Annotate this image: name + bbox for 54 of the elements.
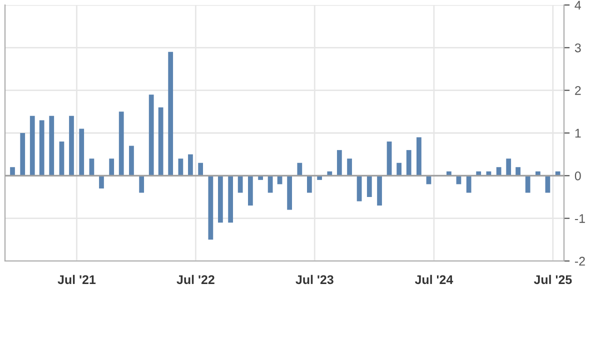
- y-tick-label: 4: [574, 0, 582, 10]
- x-tick-label: Jul '24: [414, 274, 454, 284]
- bar: [188, 154, 193, 176]
- bar: [406, 150, 412, 176]
- bar: [198, 162, 204, 176]
- bar: [377, 176, 382, 206]
- bar: [10, 167, 15, 176]
- y-tick-label: -1: [574, 214, 585, 223]
- bar: [366, 176, 372, 197]
- bar: [178, 158, 184, 176]
- bar: [356, 176, 362, 202]
- bar: [347, 158, 352, 176]
- bar: [59, 142, 64, 176]
- bar: [129, 146, 134, 176]
- bar: [525, 176, 530, 193]
- bar: [248, 176, 253, 206]
- y-tick-label: 3: [574, 43, 581, 52]
- bar: [297, 162, 302, 176]
- bar: [386, 142, 392, 176]
- bar: [416, 137, 422, 176]
- bar: [168, 52, 174, 176]
- bar: [218, 176, 223, 223]
- bar: [99, 176, 104, 188]
- bar: [396, 162, 402, 176]
- x-tick-label: Jul '23: [296, 274, 334, 284]
- bar: [208, 176, 214, 240]
- bar: [118, 112, 124, 176]
- bar: [158, 107, 164, 176]
- bar: [69, 116, 74, 176]
- bar: [79, 128, 84, 176]
- bar: [148, 94, 154, 176]
- bar: [516, 167, 520, 176]
- bar: [20, 133, 26, 176]
- y-tick-label: 1: [575, 128, 581, 138]
- bar: [109, 158, 114, 176]
- x-tick-label: Jul '21: [58, 274, 96, 284]
- y-tick-label: 0: [574, 171, 581, 180]
- x-tick-label: Jul '22: [176, 274, 214, 284]
- bar: [336, 150, 342, 176]
- bar: [506, 158, 512, 176]
- bar: [238, 176, 243, 193]
- x-tick-label: Jul '25: [534, 274, 572, 284]
- bar: [268, 176, 273, 193]
- bar: [139, 176, 144, 193]
- bar: [287, 176, 292, 210]
- y-tick-label: -2: [574, 256, 585, 266]
- y-tick-label: 2: [575, 86, 581, 95]
- bar: [30, 116, 35, 176]
- bar: [306, 176, 312, 193]
- bar: [228, 176, 233, 223]
- bar: [49, 116, 54, 176]
- bar: [39, 120, 44, 176]
- bar: [466, 176, 472, 193]
- bar: [496, 167, 502, 176]
